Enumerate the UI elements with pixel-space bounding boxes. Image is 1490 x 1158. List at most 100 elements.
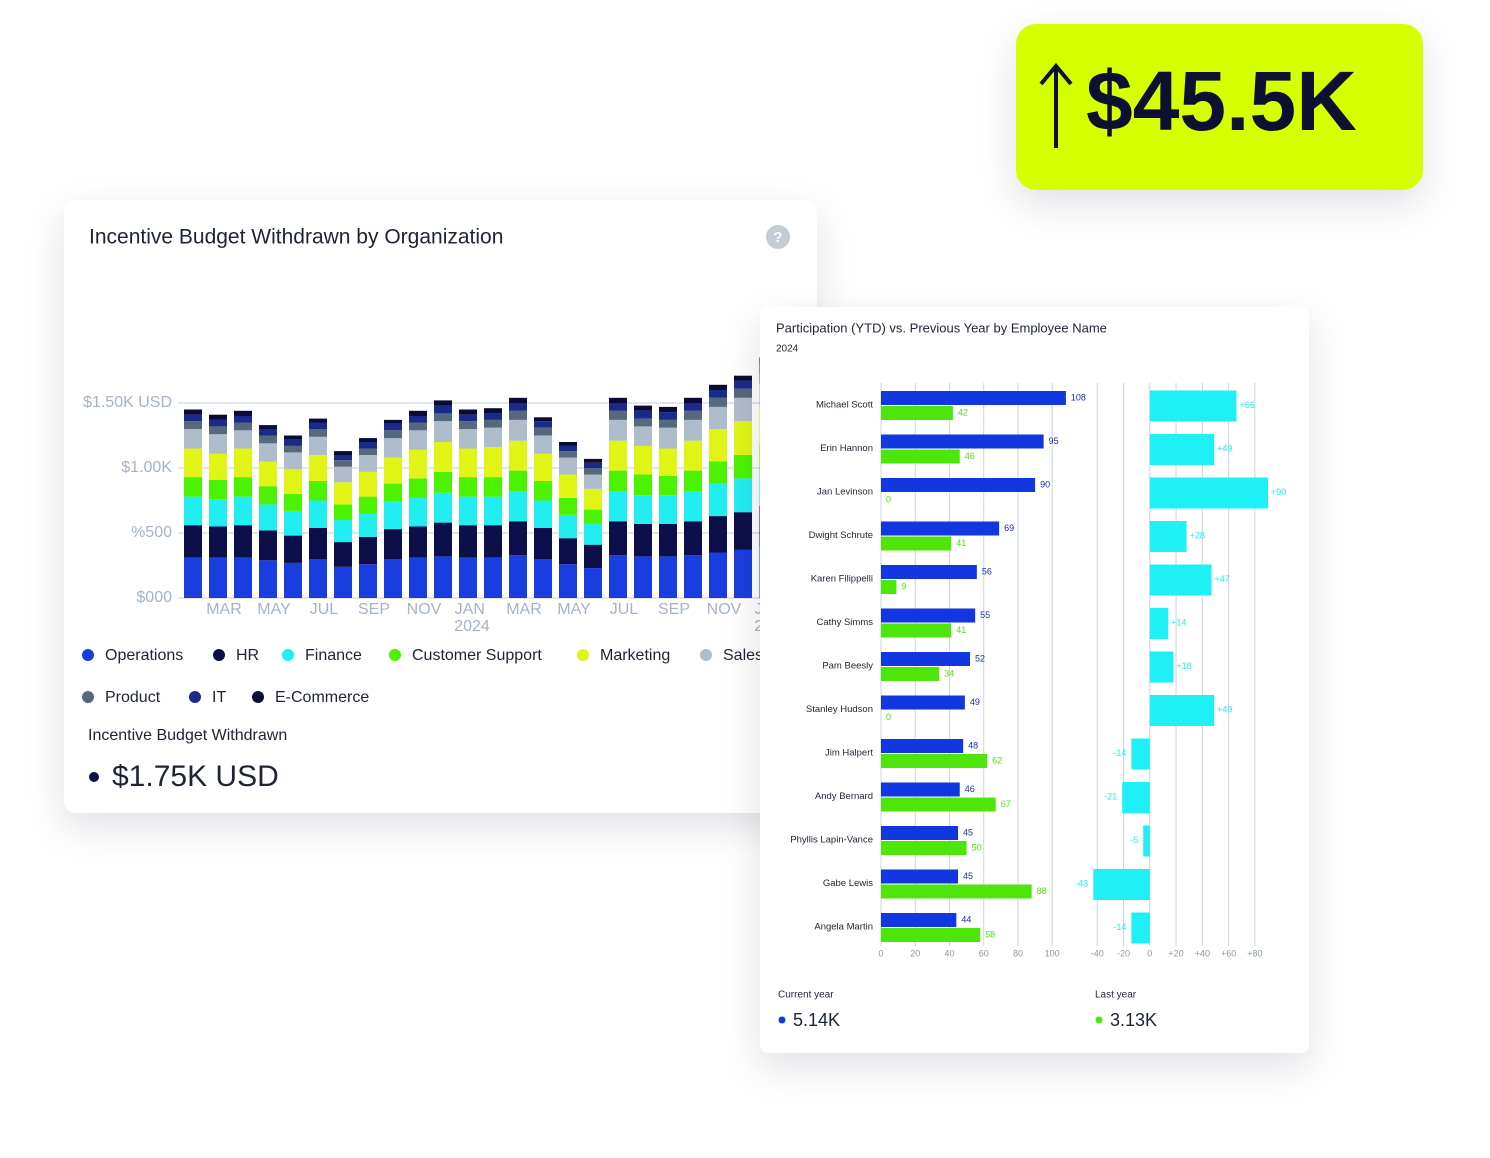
- legend-marker: [282, 649, 294, 661]
- bar-segment: [459, 448, 477, 478]
- bar-segment: [459, 421, 477, 429]
- value-label: 0: [886, 712, 891, 722]
- bar-segment: [534, 421, 552, 428]
- bar-segment: [209, 414, 227, 420]
- bar-segment: [209, 479, 227, 500]
- value-label: 45: [963, 871, 973, 881]
- summary-label: Incentive Budget Withdrawn: [88, 727, 287, 744]
- y-tick-label: $000: [136, 589, 172, 606]
- bar-segment: [359, 513, 377, 537]
- bar-segment: [734, 380, 752, 389]
- bar-segment: [209, 434, 227, 454]
- y-tick-label: $1.50K USD: [83, 394, 172, 411]
- bar-segment: [734, 421, 752, 455]
- summary-dot: [89, 772, 99, 782]
- legend-marker: [700, 649, 712, 661]
- value-label: 88: [1037, 886, 1047, 896]
- bar: [881, 739, 964, 753]
- value-label: 56: [982, 566, 992, 576]
- bar-segment: [409, 478, 427, 498]
- value-label: +49: [1217, 443, 1232, 453]
- x-tick-label: 40: [944, 948, 954, 958]
- bar-segment: [609, 440, 627, 471]
- bar-segment: [559, 442, 577, 446]
- bar-segment: [609, 491, 627, 522]
- bar-segment: [459, 496, 477, 526]
- bar-segment: [359, 496, 377, 514]
- legend-label: Finance: [305, 647, 362, 664]
- bar-segment: [209, 419, 227, 427]
- bar-segment: [284, 439, 302, 446]
- bar-segment: [459, 429, 477, 449]
- value-label: -14: [1113, 922, 1126, 932]
- value-label: -5: [1130, 835, 1138, 845]
- bar: [881, 406, 953, 420]
- bar-segment: [259, 443, 277, 462]
- bar-segment: [484, 419, 502, 428]
- bar-segment: [634, 426, 652, 446]
- budget-card: Incentive Budget Withdrawn by Organizati…: [64, 200, 817, 813]
- value-label: 90: [1040, 479, 1050, 489]
- bar-segment: [734, 397, 752, 422]
- value-label: 0: [886, 494, 891, 504]
- bar-segment: [734, 388, 752, 398]
- category-label: Andy Bernard: [815, 791, 873, 802]
- bar-segment: [334, 542, 352, 567]
- bar: [1093, 869, 1150, 900]
- bar: [881, 782, 960, 797]
- bar: [881, 913, 957, 927]
- bar-segment: [484, 427, 502, 448]
- bar-segment: [734, 455, 752, 479]
- bar-segment: [484, 413, 502, 420]
- bar-segment: [384, 529, 402, 559]
- bar-segment: [659, 475, 677, 496]
- legend-marker: [252, 691, 264, 703]
- bar-segment: [284, 435, 302, 440]
- bar-segment: [659, 406, 677, 413]
- chart-subtitle: 2024: [776, 344, 799, 355]
- legend-label: Product: [105, 689, 161, 706]
- bar-segment: [384, 559, 402, 598]
- legend-label: Operations: [105, 647, 183, 664]
- bar-segment: [384, 483, 402, 502]
- bar-segment: [459, 525, 477, 558]
- bar: [881, 623, 952, 638]
- bar-segment: [459, 414, 477, 422]
- category-label: Gabe Lewis: [823, 878, 873, 889]
- bar-segment: [259, 429, 277, 436]
- legend-marker: [82, 691, 94, 703]
- bar-segment: [534, 527, 552, 559]
- bar-segment: [184, 409, 202, 415]
- legend-label: Marketing: [600, 647, 670, 664]
- bar-segment: [634, 523, 652, 557]
- bar-segment: [584, 509, 602, 524]
- category-label: Angela Martin: [814, 922, 873, 933]
- badge: $45.5K: [1016, 24, 1423, 190]
- bar: [881, 928, 981, 942]
- value-label: 46: [965, 451, 975, 461]
- x-tick-label: +60: [1221, 948, 1236, 958]
- x-tick-label: JUL: [310, 601, 339, 618]
- bar-segment: [709, 397, 727, 407]
- bar: [1149, 608, 1169, 639]
- bar: [1131, 912, 1150, 944]
- bar-segment: [509, 521, 527, 556]
- bar-segment: [559, 497, 577, 515]
- category-label: Pam Beesly: [822, 661, 873, 672]
- bar-segment: [384, 501, 402, 530]
- value-label: 95: [1049, 436, 1059, 446]
- legend-marker: [82, 649, 94, 661]
- category-label: Jim Halpert: [825, 748, 873, 759]
- bar-segment: [359, 536, 377, 565]
- bar-segment: [459, 557, 477, 598]
- summary-value: 5.14K: [793, 1010, 840, 1030]
- bar-segment: [509, 470, 527, 492]
- bar-segment: [559, 514, 577, 539]
- summary-label: Last year: [1095, 990, 1137, 1001]
- value-label: 48: [968, 740, 978, 750]
- bar-segment: [634, 474, 652, 496]
- value-label: 55: [980, 610, 990, 620]
- summary-value: $1.75K USD: [112, 760, 279, 793]
- participation-card: Participation (YTD) vs. Previous Year by…: [760, 307, 1309, 1053]
- help-icon-text: ?: [773, 229, 782, 246]
